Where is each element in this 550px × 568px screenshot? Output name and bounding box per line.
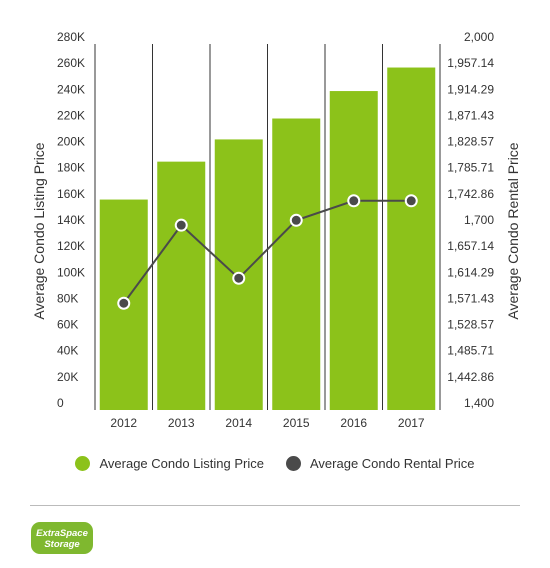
legend-label-rental: Average Condo Rental Price [310, 456, 475, 471]
right-tick-label: 1,657.14 [447, 239, 494, 253]
rental-point-2013 [174, 218, 188, 232]
left-tick-label: 60K [57, 318, 78, 332]
right-tick-label: 1,957.14 [447, 56, 494, 70]
svg-text:Storage: Storage [44, 539, 80, 550]
rental-point-2012 [117, 296, 131, 310]
bar-2013 [157, 161, 206, 410]
rental-point-2016 [347, 194, 361, 208]
right-tick-label: 1,614.29 [447, 265, 494, 279]
left-tick-label: 220K [57, 108, 85, 122]
left-tick-label: 100K [57, 265, 85, 279]
rental-point-2017 [404, 194, 418, 208]
right-tick-label: 1,700 [464, 213, 494, 227]
right-axis-title: Average Condo Rental Price [505, 142, 521, 319]
left-tick-label: 200K [57, 135, 85, 149]
extra-space-storage-logo: ExtraSpace Storage [31, 522, 93, 554]
svg-text:ExtraSpace: ExtraSpace [36, 528, 88, 539]
right-tick-label: 1,742.86 [447, 187, 494, 201]
left-axis-title: Average Condo Listing Price [31, 142, 47, 319]
legend-label-listing: Average Condo Listing Price [99, 456, 264, 471]
right-tick-label: 1,528.57 [447, 318, 494, 332]
right-axis-ticks: 1,400 1,442.86 1,485.71 1,528.57 1,571.43 1,6… [447, 30, 494, 410]
left-tick-label: 260K [57, 56, 85, 70]
rental-point-2014 [232, 271, 246, 285]
legend: Average Condo Listing Price Average Cond… [0, 456, 550, 471]
right-tick-label: 1,442.86 [447, 370, 494, 384]
grid-lines [94, 44, 441, 410]
right-tick-label: 2,000 [464, 30, 494, 44]
right-tick-label: 1,571.43 [447, 291, 494, 305]
x-axis-ticks: 2012 2013 2014 2015 2016 2017 [110, 416, 425, 430]
left-tick-label: 20K [57, 370, 78, 384]
left-tick-label: 140K [57, 213, 85, 227]
left-tick-label: 160K [57, 187, 85, 201]
x-tick-label: 2015 [283, 416, 310, 430]
bar-2015 [272, 118, 321, 410]
right-tick-label: 1,785.71 [447, 161, 494, 175]
left-tick-label: 40K [57, 344, 78, 358]
left-tick-label: 120K [57, 239, 85, 253]
rental-point-2015 [289, 213, 303, 227]
left-tick-label: 280K [57, 30, 85, 44]
right-tick-label: 1,871.43 [447, 108, 494, 122]
bar-2016 [329, 91, 378, 411]
legend-item-listing: Average Condo Listing Price [75, 456, 264, 471]
left-tick-label: 0 [57, 396, 64, 410]
left-axis-ticks: 0 20K 40K 60K 80K 100K 120K 140K 160K 180K 200K 220… [57, 30, 85, 410]
rental-price-line [122, 199, 412, 304]
combo-chart: 0 20K 40K 60K 80K 100K 120K 140K 160K 180K 200K 220… [31, 30, 521, 430]
right-tick-label: 1,485.71 [447, 344, 494, 358]
x-tick-label: 2013 [168, 416, 195, 430]
legend-item-rental: Average Condo Rental Price [286, 456, 475, 471]
x-tick-label: 2017 [398, 416, 425, 430]
line-series [117, 194, 418, 310]
right-tick-label: 1,828.57 [447, 135, 494, 149]
left-tick-label: 240K [57, 82, 85, 96]
bar-2017 [387, 67, 436, 411]
x-tick-label: 2012 [110, 416, 137, 430]
left-tick-label: 180K [57, 161, 85, 175]
right-tick-label: 1,400 [464, 396, 494, 410]
bar-series [99, 67, 436, 411]
legend-swatch-listing [75, 456, 91, 471]
legend-swatch-rental [286, 456, 301, 471]
right-tick-label: 1,914.29 [447, 82, 494, 96]
left-tick-label: 80K [57, 291, 78, 305]
x-tick-label: 2014 [225, 416, 252, 430]
footer-divider [30, 505, 520, 506]
x-tick-label: 2016 [340, 416, 367, 430]
